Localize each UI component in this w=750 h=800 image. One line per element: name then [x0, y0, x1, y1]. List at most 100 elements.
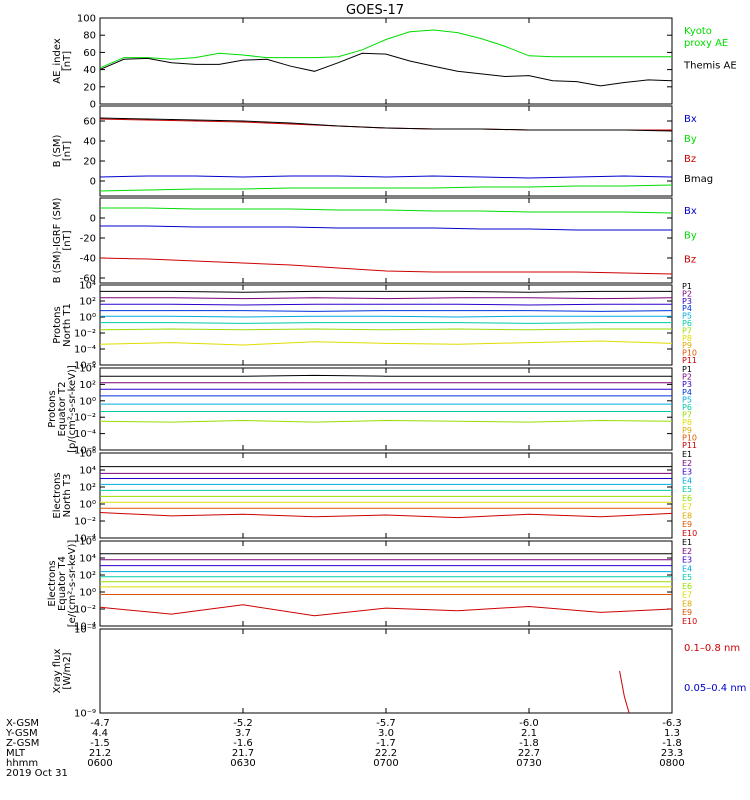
- legend-label: E3: [682, 556, 692, 565]
- y-axis-label-line: Protons: [47, 390, 58, 427]
- y-tick-label: 20: [83, 82, 96, 93]
- legend-label: E1: [682, 538, 692, 547]
- y-axis-label-line: [e/(cm²-s-sr-keV)]: [67, 540, 78, 628]
- legend-label: Themis AE: [683, 60, 737, 71]
- legend-label: P1: [682, 365, 692, 374]
- legend-label: E6: [682, 494, 692, 503]
- y-axis-label-line: Protons: [52, 306, 63, 343]
- x-tick-value: 3.0: [378, 728, 394, 739]
- y-axis-label: Protons North T1: [52, 303, 73, 347]
- x-tick-value: 0600: [87, 758, 112, 769]
- legend-label: P7: [682, 411, 692, 420]
- x-tick-value: -1.8: [519, 738, 539, 749]
- legend-label: P2: [682, 373, 692, 382]
- legend-label: Bx: [684, 206, 697, 217]
- legend-label: P4: [682, 388, 692, 397]
- legend-label: P4: [682, 304, 692, 313]
- legend-label: P11: [682, 441, 697, 450]
- y-axis-label-line: Equator T2: [57, 382, 68, 437]
- y-axis-label: B (SM)-IGRF (SM) [nT]: [52, 198, 73, 284]
- legend-label: E8: [682, 511, 692, 520]
- legend-label: E2: [682, 547, 692, 556]
- legend-label: E8: [682, 599, 692, 608]
- y-tick-label: -40: [80, 254, 96, 265]
- y-axis-label-line: Electrons: [47, 560, 58, 606]
- legend-label: P10: [682, 349, 697, 358]
- panel-frame: [99, 17, 673, 105]
- y-tick-label: 10⁻⁴: [74, 622, 96, 633]
- x-row-label: 2019 Oct 31: [6, 768, 68, 779]
- legend-label: E1: [682, 450, 692, 459]
- legend-label: E4: [682, 476, 692, 485]
- x-tick-value: 0800: [659, 758, 684, 769]
- legend-label: P5: [682, 395, 692, 404]
- series-line-p4: [100, 310, 673, 312]
- y-tick-label: 10⁰: [79, 313, 96, 324]
- legend-label: P8: [682, 418, 692, 427]
- y-tick-label: 10⁶: [79, 537, 96, 548]
- y-tick-label: 10⁻⁶: [74, 361, 96, 372]
- panel-frame: [99, 628, 673, 714]
- series-line-p1: [100, 290, 672, 293]
- y-axis-label-line: [W/m2]: [62, 652, 73, 689]
- y-tick-label: 10⁰: [79, 396, 96, 407]
- series-line-e9: [99, 512, 673, 519]
- series-line-p8: [99, 340, 673, 346]
- x-tick-value: -5.2: [233, 718, 253, 729]
- series-line-bz: [99, 257, 673, 275]
- y-tick-label: 10⁻⁸: [74, 625, 96, 636]
- panel-frame: [99, 452, 673, 539]
- y-tick-label: 100: [77, 14, 96, 25]
- legend-label: E10: [682, 617, 697, 626]
- legend-label: P3: [682, 380, 692, 389]
- x-tick-value: -6.3: [662, 718, 682, 729]
- panel-bigrf: -60 -40 -20 0 B (SM)-IGRF (SM) [nT] Bx By Bz: [52, 197, 697, 285]
- y-tick-label: 10²: [79, 380, 96, 391]
- legend-label: E9: [682, 520, 692, 529]
- x-tick-value: -4.7: [90, 718, 110, 729]
- plot-title: GOES-17: [346, 3, 404, 18]
- legend-label: E5: [682, 573, 692, 582]
- y-tick-label: 10⁻²: [74, 605, 96, 616]
- y-tick-label: -20: [80, 234, 96, 245]
- y-tick-label: 10²: [79, 297, 96, 308]
- x-row-label: Z-GSM: [6, 738, 39, 749]
- x-tick-value: -6.0: [519, 718, 539, 729]
- legend-label: P9: [682, 341, 692, 350]
- series-line-p5: [100, 315, 672, 318]
- legend-label: E5: [682, 485, 692, 494]
- series-line-p7: [99, 328, 672, 331]
- legend-label: 0.05–0.4 nm: [684, 683, 746, 694]
- y-axis-label-line: AE_index: [52, 38, 63, 84]
- y-tick-label: 60: [83, 48, 96, 59]
- y-tick-label: 10⁻²: [74, 413, 96, 424]
- series-line-p7: [99, 419, 673, 423]
- x-tick-value: 0630: [230, 758, 255, 769]
- y-tick-label: 40: [83, 65, 96, 76]
- x-tick-value: 23.3: [661, 748, 683, 759]
- y-tick-label: 10⁻⁹: [74, 709, 96, 720]
- y-tick-label: 10⁻⁴: [74, 534, 96, 545]
- series-line-p6: [100, 322, 672, 324]
- x-tick-value: -1.6: [233, 738, 253, 749]
- x-tick-value: 21.7: [232, 748, 254, 759]
- series-line-e9: [99, 604, 673, 617]
- x-tick-value: 3.7: [235, 728, 251, 739]
- legend-label: E4: [682, 564, 692, 573]
- x-tick-value: 0700: [373, 758, 398, 769]
- y-axis-label: Electrons Equator T4 [e/(cm²-s-sr-keV)]: [47, 540, 78, 628]
- legend-label: Bz: [684, 154, 696, 165]
- y-axis-label-line: [nT]: [62, 141, 73, 161]
- series-line-p1: [100, 374, 672, 377]
- y-axis-label-line: Electrons: [52, 472, 63, 518]
- legend-label: E3: [682, 468, 692, 477]
- y-axis-label-line: [nT]: [62, 230, 73, 250]
- y-tick-label: 40: [83, 137, 96, 148]
- x-row-label: X-GSM: [6, 718, 39, 729]
